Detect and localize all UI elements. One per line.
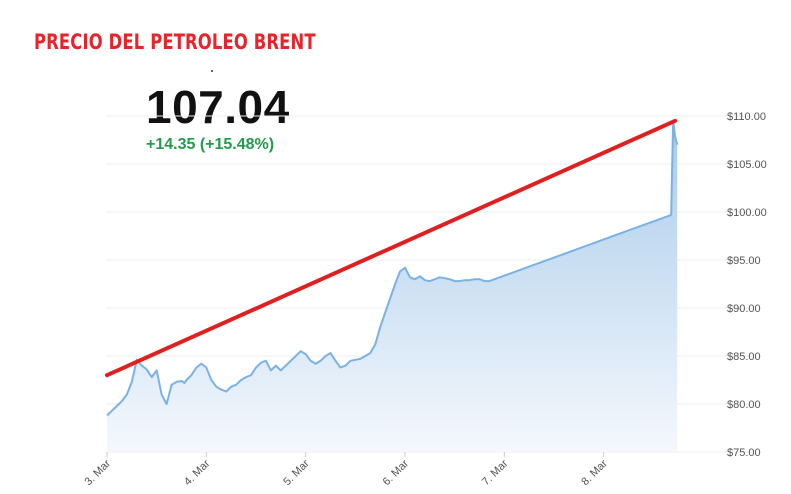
y-axis-ticks: $110.00 $105.00 $100.00 $95.00 $90.00 $85.00 $… bbox=[727, 111, 767, 459]
y-tick-label: $110.00 bbox=[727, 111, 766, 123]
x-tick-label: 7. Mar bbox=[480, 457, 511, 488]
x-tick-label: 5. Mar bbox=[281, 457, 312, 488]
decorative-dot bbox=[211, 70, 213, 72]
chart-title: PRECIO DEL PETROLEO BRENT bbox=[34, 30, 316, 54]
x-tick-label: 6. Mar bbox=[381, 457, 412, 488]
y-tick-label: $95.00 bbox=[727, 255, 761, 267]
y-tick-label: $80.00 bbox=[727, 399, 761, 411]
series-area bbox=[107, 120, 678, 453]
y-tick-label: $100.00 bbox=[727, 207, 767, 219]
series-line bbox=[106, 119, 679, 417]
y-tick-label: $75.00 bbox=[727, 447, 761, 459]
x-tick-label: 8. Mar bbox=[579, 457, 610, 488]
line-layer bbox=[106, 119, 679, 417]
current-price: 107.04 bbox=[146, 81, 290, 133]
y-tick-label: $85.00 bbox=[727, 351, 761, 363]
area-layer bbox=[107, 120, 678, 453]
x-tick-label: 3. Mar bbox=[83, 457, 114, 488]
price-change: +14.35 (+15.48%) bbox=[146, 136, 275, 153]
trend-line bbox=[104, 118, 678, 378]
x-tick-label: 4. Mar bbox=[182, 457, 213, 488]
y-tick-label: $105.00 bbox=[727, 159, 767, 171]
x-axis-ticks: 3. Mar 4. Mar 5. Mar 6. Mar 7. Mar 8. Mar bbox=[83, 457, 610, 488]
y-tick-label: $90.00 bbox=[727, 303, 761, 315]
trend-layer bbox=[104, 118, 678, 378]
